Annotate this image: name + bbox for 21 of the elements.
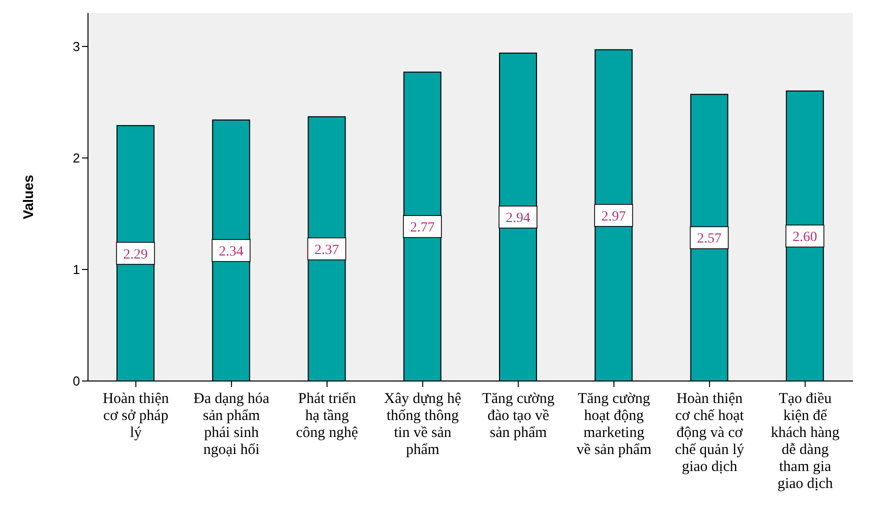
- data-label: 2.29: [123, 247, 148, 262]
- x-tick-label: Hoàn thiện cơ chế hoạt động và cơ chế quản lý giao dịch: [674, 391, 745, 475]
- x-tick-label: Xây dựng hệ thống thông tin về sản phẩm: [384, 391, 462, 458]
- y-tick-label: 0: [72, 374, 80, 389]
- data-label: 2.97: [601, 209, 626, 224]
- data-label: 2.77: [410, 220, 435, 236]
- y-tick-label: 2: [72, 150, 80, 166]
- x-tick-label: Phát triển hạ tầng công nghệ: [296, 391, 358, 441]
- y-axis-title: Values: [20, 174, 36, 220]
- x-tick-label: Tăng cường hoạt động marketing về sản phẩm: [576, 391, 652, 458]
- data-label: 2.34: [218, 244, 244, 260]
- data-label: 2.37: [314, 242, 339, 258]
- data-label: 2.57: [697, 232, 722, 247]
- x-tick-label: Tăng cường đào tạo về sản phẩm: [482, 391, 555, 441]
- y-tick-label: 3: [72, 39, 80, 54]
- x-tick-label: Hoàn thiện cơ sở pháp lý: [102, 391, 170, 441]
- x-tick-label: Tạo điều kiện để khách hàng dễ dàng tham gia giao dịch: [770, 391, 840, 492]
- x-tick-label: Đa dạng hóa sản phẩm phái sinh ngoại hối: [194, 391, 270, 458]
- data-label: 2.94: [506, 211, 530, 226]
- y-tick-label: 1: [72, 262, 80, 278]
- data-label: 2.60: [792, 230, 818, 246]
